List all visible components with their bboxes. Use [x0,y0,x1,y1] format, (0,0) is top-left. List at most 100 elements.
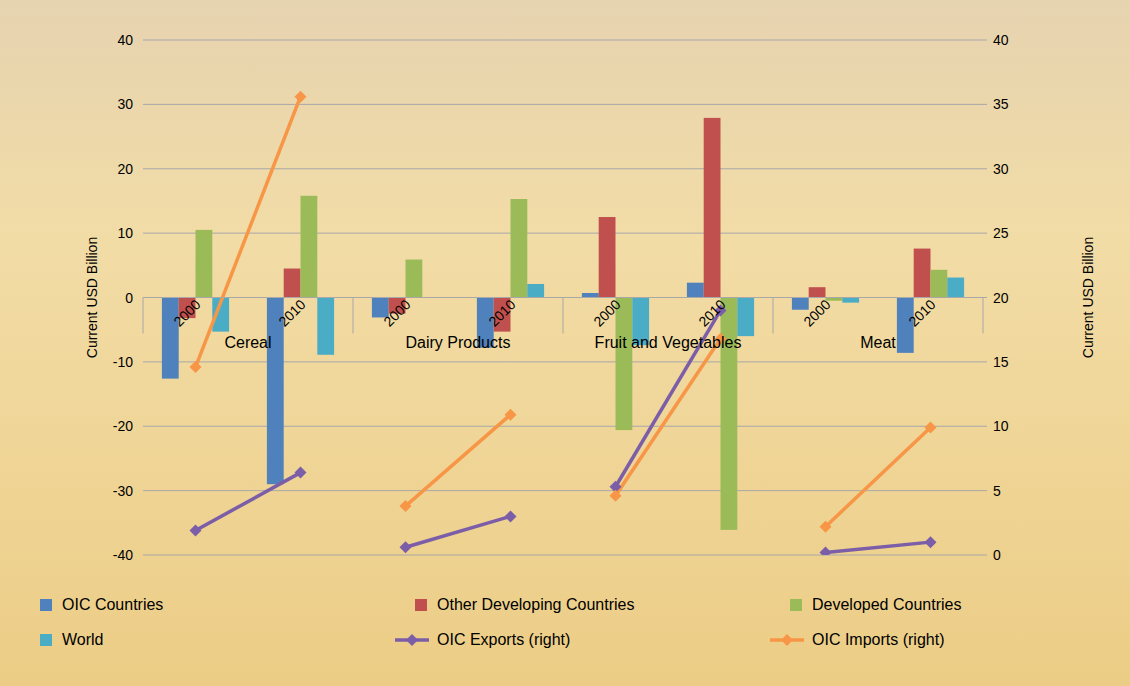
category-label: 2000 [380,296,413,329]
legend-label: OIC Exports (right) [437,631,570,648]
line-marker [295,467,307,479]
y2-tick-label: 10 [993,418,1009,434]
y-tick-label: 10 [117,225,133,241]
bar [284,269,301,298]
bar [599,217,616,297]
category-label: 2000 [800,296,833,329]
bar [527,284,544,298]
legend-swatch [40,634,52,646]
line-marker [505,409,517,421]
line-segment [616,339,721,496]
line-marker [190,525,202,537]
bar [317,298,334,355]
bar [301,196,318,298]
grid-line [143,168,983,169]
bar [406,260,423,298]
y2-tick [983,40,987,41]
line-marker [820,546,832,555]
y2-tick [983,168,987,169]
y-tick-label: 0 [125,290,133,306]
y2-tick [983,426,987,427]
line-marker [295,91,307,103]
line-marker [190,361,202,373]
bar [196,230,213,298]
legend: OIC Countries Other Developing Countries D… [40,596,961,648]
plot-area [162,97,964,553]
legend-label: OIC Countries [62,596,163,613]
y-tick-label: -30 [113,483,133,499]
y2-tick [983,361,987,362]
group-separator [563,298,564,334]
y-tick-label: -20 [113,418,133,434]
line-marker [505,510,517,522]
y2-tick-label: 20 [993,290,1009,306]
legend-swatch [790,599,802,611]
y-tick-label: 30 [117,96,133,112]
category-label: 2010 [905,296,938,329]
y2-tick-label: 15 [993,354,1009,370]
y2-tick-label: 35 [993,96,1009,112]
grid-line [143,555,983,556]
bar [721,298,738,530]
y2-axis-title: Current USD Billion [1080,237,1096,358]
legend-swatch [40,599,52,611]
bar [704,118,721,298]
bar [582,293,599,298]
grid-line [143,233,983,234]
legend-label: Other Developing Countries [437,596,634,613]
group-separator [143,298,144,334]
line-segment [826,542,931,552]
bar [931,270,948,298]
line-markers [190,91,937,555]
bar [842,298,859,303]
bar [687,283,704,298]
group-label: Fruit and Vegetables [595,334,742,351]
legend-swatch [781,634,793,646]
chart: -40-30-20-100102030400510152025303540Cur… [0,0,1130,686]
y2-tick [983,297,987,298]
y2-tick [983,233,987,234]
bar [914,249,931,298]
bar [737,298,754,337]
legend-label: Developed Countries [812,596,961,613]
legend-swatch [406,634,418,646]
group-separator [773,298,774,334]
legend-swatch [415,599,427,611]
line-segment [196,473,301,531]
line-marker [925,536,937,548]
bar [162,298,179,379]
legend-label: World [62,631,104,648]
y2-tick [983,104,987,105]
bar [616,298,633,431]
group-separator [353,298,354,334]
bar [511,199,528,297]
category-label: 2010 [485,296,518,329]
y2-tick-label: 5 [993,483,1001,499]
line-marker [820,521,832,533]
grid-line [143,40,983,41]
bar [792,298,809,310]
y2-tick-label: 30 [993,161,1009,177]
line-marker [400,541,412,553]
y-tick-label: -10 [113,354,133,370]
background [0,0,1130,686]
grid [143,40,983,555]
bar [947,278,964,298]
line-marker [925,422,937,434]
y-tick-label: 40 [117,32,133,48]
line-segment [406,516,511,547]
y-tick-label: -40 [113,547,133,563]
line-marker [400,500,412,512]
category-label: 2010 [695,296,728,329]
group-separator [983,298,984,334]
line-segment [406,415,511,506]
line-segment [826,428,931,527]
bar [809,287,826,297]
y2-tick-label: 40 [993,32,1009,48]
group-label: Cereal [224,334,271,351]
y2-tick [983,490,987,491]
y2-tick-label: 0 [993,547,1001,563]
category-label: 2010 [275,296,308,329]
y2-tick-label: 25 [993,225,1009,241]
line-marker [610,490,622,502]
